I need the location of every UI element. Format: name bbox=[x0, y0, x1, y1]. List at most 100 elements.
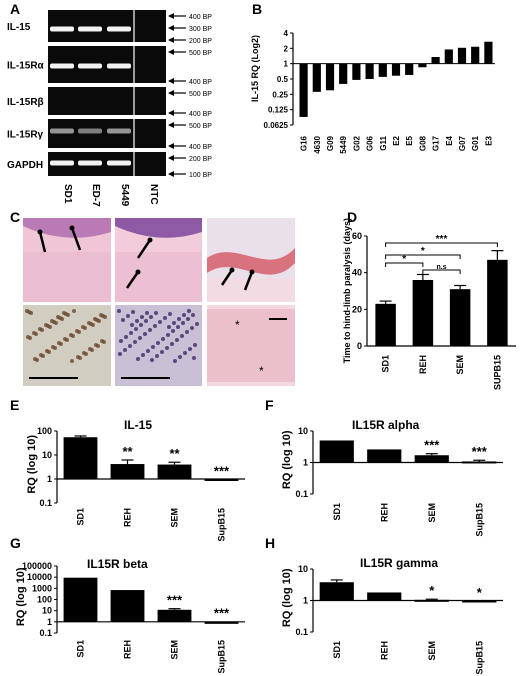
gel-band bbox=[78, 63, 102, 69]
cell-nucleus bbox=[135, 319, 139, 323]
cell-nucleus bbox=[60, 317, 64, 321]
bar bbox=[365, 63, 374, 79]
chart-e: 100 10 1 0.1 IL-15 RQ (log 10) SD1 ** REH ** SEM **… bbox=[26, 418, 245, 542]
chart-title: IL15R gamma bbox=[360, 556, 438, 570]
y-tick-label: 10 bbox=[298, 564, 308, 574]
gel-band bbox=[107, 26, 131, 32]
y-tick-label: 20 bbox=[352, 304, 362, 314]
cell-nucleus bbox=[195, 322, 199, 326]
y-axis-label: IL-15 RQ (Log2) bbox=[250, 35, 260, 102]
x-tick-label: E3 bbox=[484, 135, 493, 145]
pointer-arrowhead bbox=[147, 237, 153, 243]
significance-label: *** bbox=[436, 234, 448, 245]
x-tick-label: SEM bbox=[427, 503, 437, 523]
pointer-arrow bbox=[125, 271, 140, 289]
gel-lane-label: NTC bbox=[148, 184, 159, 205]
tissue-region bbox=[207, 248, 295, 275]
cell-nucleus bbox=[138, 336, 142, 340]
chart-f: 10 1 0.1 IL15R alpha RQ (log 10) SD1 REH *** SEM… bbox=[281, 418, 503, 537]
x-tick-label: SD1 bbox=[76, 508, 86, 526]
bar bbox=[352, 63, 361, 80]
cell-nucleus bbox=[176, 325, 180, 329]
gel-band bbox=[78, 26, 102, 32]
cell-nucleus bbox=[177, 317, 181, 321]
cell-nucleus bbox=[28, 336, 32, 340]
panel-label-g: G bbox=[10, 535, 21, 551]
significance-stars: * bbox=[429, 583, 435, 598]
y-tick-label: 1 bbox=[303, 596, 308, 606]
marker-arrowhead bbox=[168, 122, 174, 128]
cell-nucleus bbox=[29, 311, 33, 315]
gel-marker-label: 400 BP bbox=[189, 111, 212, 118]
cell-nucleus bbox=[136, 357, 140, 361]
x-tick-label: REH bbox=[379, 641, 389, 660]
bar bbox=[157, 464, 192, 479]
pointer-arrow bbox=[70, 227, 82, 251]
marker-arrowhead bbox=[168, 90, 174, 96]
gel-marker-label: 500 BP bbox=[189, 50, 212, 57]
x-tick-label: REH bbox=[123, 508, 133, 527]
marker-arrowhead bbox=[168, 155, 174, 161]
y-tick-label: 60 bbox=[352, 231, 362, 241]
marker-arrowhead bbox=[168, 143, 174, 149]
gel-band bbox=[50, 63, 74, 69]
bar bbox=[405, 63, 414, 75]
bar bbox=[412, 280, 434, 346]
tissue-region bbox=[207, 278, 295, 302]
significance-stars: ** bbox=[169, 446, 180, 461]
x-tick-label: G11 bbox=[379, 135, 388, 150]
y-tick-label: 1 bbox=[47, 617, 52, 627]
x-tick-label: SupB15 bbox=[474, 641, 484, 675]
cell-nucleus bbox=[167, 325, 171, 329]
gel-row-background bbox=[48, 10, 166, 42]
significance-label: n.s bbox=[436, 264, 446, 271]
y-tick-label: 1 bbox=[284, 60, 289, 69]
cell-nucleus bbox=[59, 342, 63, 346]
cell-nucleus bbox=[47, 350, 51, 354]
bar bbox=[414, 599, 449, 602]
y-tick-label: 10 bbox=[42, 450, 52, 460]
y-tick-label: 100 bbox=[37, 426, 52, 436]
x-tick-label: G08 bbox=[418, 135, 427, 151]
y-axis-label: RQ (log 10) bbox=[281, 430, 293, 489]
region-marker: * bbox=[235, 318, 240, 332]
marker-arrowhead bbox=[168, 25, 174, 31]
cell-nucleus bbox=[140, 315, 144, 319]
cell-nucleus bbox=[183, 351, 187, 355]
cell-nucleus bbox=[187, 309, 191, 313]
marker-arrowhead bbox=[168, 110, 174, 116]
bar bbox=[339, 63, 348, 84]
bar bbox=[391, 63, 401, 76]
bar bbox=[299, 63, 308, 117]
cell-nucleus bbox=[130, 323, 134, 327]
cell-nucleus bbox=[172, 321, 176, 325]
cell-nucleus bbox=[131, 310, 135, 314]
marker-arrowhead bbox=[168, 49, 174, 55]
gel-marker-label: 200 BP bbox=[189, 38, 212, 45]
x-tick-label: SupB15 bbox=[217, 640, 227, 674]
cell-nucleus bbox=[71, 334, 75, 338]
significance-stars: * bbox=[477, 585, 483, 600]
tissue-region bbox=[23, 252, 111, 302]
y-tick-label: 0.0625 bbox=[264, 121, 289, 130]
significance-stars: *** bbox=[424, 438, 440, 453]
cell-nucleus bbox=[166, 333, 170, 337]
x-tick-label: SD1 bbox=[332, 503, 342, 521]
y-tick-label: 100000 bbox=[22, 561, 52, 571]
cell-nucleus bbox=[41, 354, 45, 358]
cell-nucleus bbox=[185, 330, 189, 334]
chart-title: IL15R beta bbox=[87, 557, 148, 571]
x-tick-label: 4630 bbox=[313, 135, 322, 153]
x-tick-label: REH bbox=[418, 355, 428, 374]
significance-bracket bbox=[385, 262, 424, 267]
cell-nucleus bbox=[78, 356, 82, 360]
chart-title: IL-15 bbox=[124, 418, 152, 432]
gel-marker-label: 400 BP bbox=[189, 79, 212, 86]
y-tick-label: 10 bbox=[298, 426, 308, 436]
significance-stars: *** bbox=[214, 464, 230, 479]
bar bbox=[414, 455, 449, 463]
cell-nucleus bbox=[134, 327, 138, 331]
y-tick-label: 40 bbox=[352, 268, 362, 278]
x-tick-label: G17 bbox=[432, 135, 441, 151]
significance-bracket bbox=[385, 254, 461, 259]
